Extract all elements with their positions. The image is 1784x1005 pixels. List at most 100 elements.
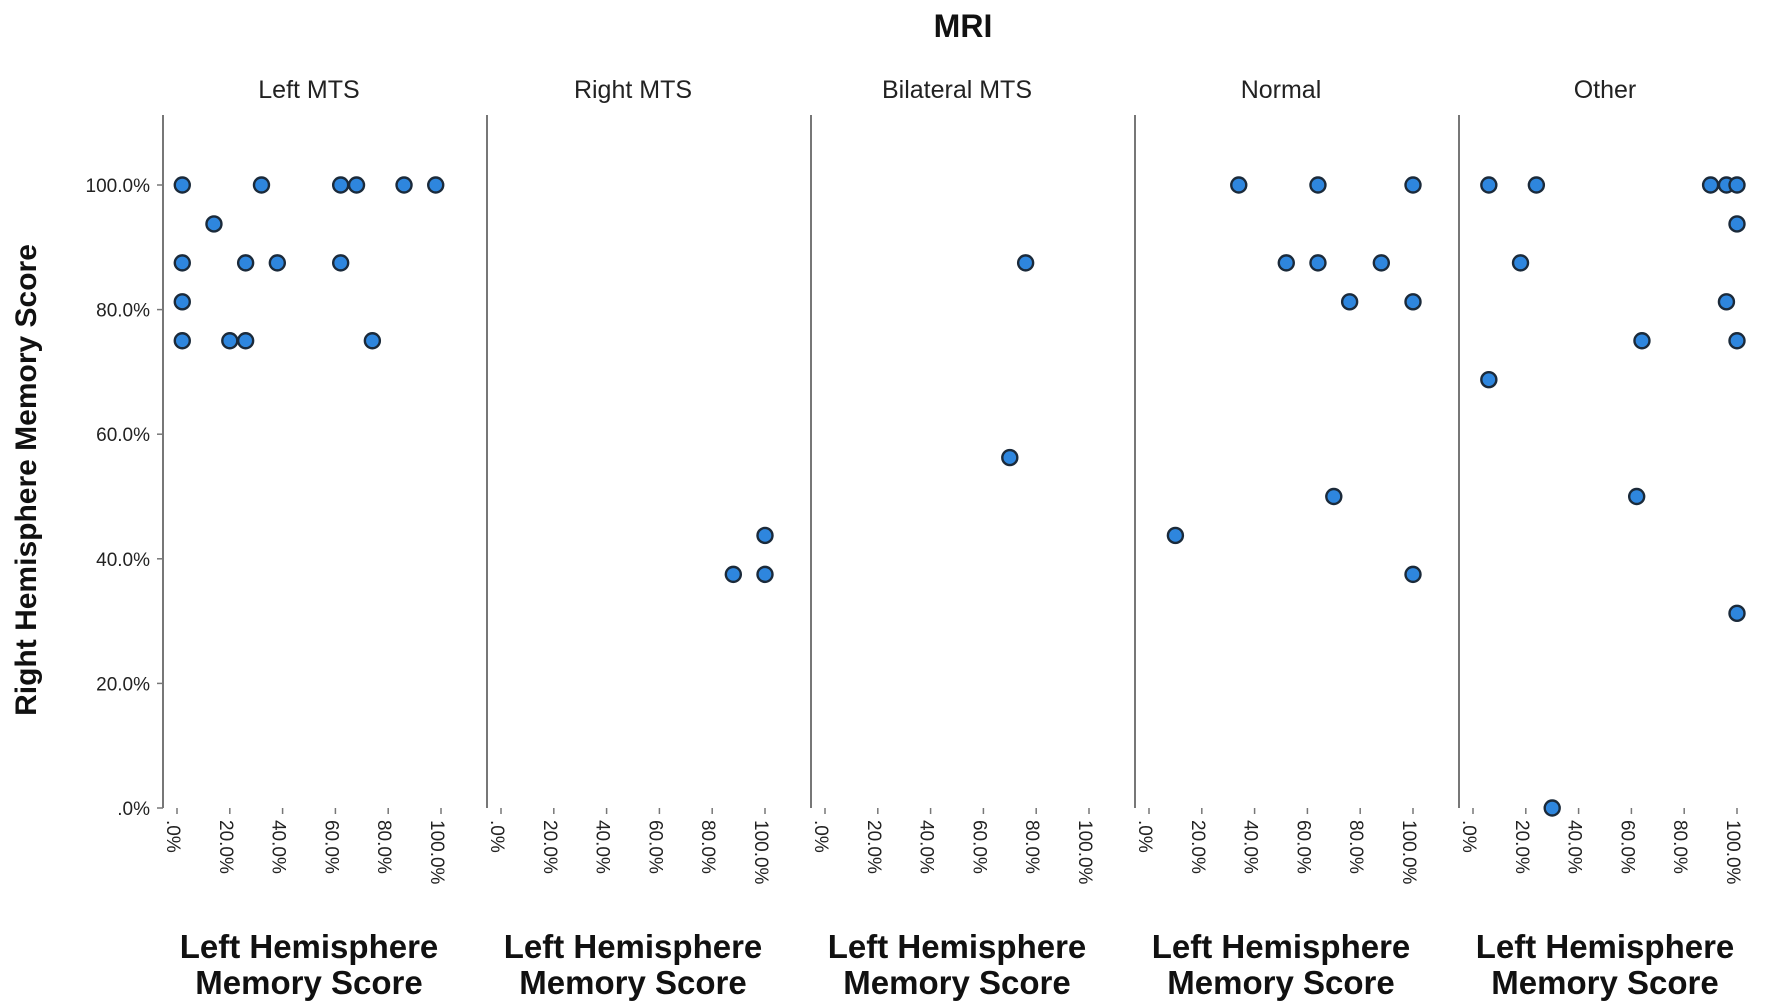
data-point	[236, 254, 255, 272]
x-tick-label: 100.0%	[750, 820, 771, 885]
y-tick-label: 100.0%	[86, 176, 151, 197]
data-point	[1527, 176, 1546, 194]
data-point	[1728, 604, 1746, 623]
x-tick-label: 40.0%	[268, 820, 289, 874]
x-tick-label: 40.0%	[592, 820, 613, 874]
data-point	[1309, 176, 1327, 194]
data-point	[1627, 487, 1646, 506]
data-point	[1480, 176, 1498, 194]
panels-group: .0% 20.0% 40.0% 60.0% 80.0% 100.0% Left MTS .0%…	[86, 76, 1746, 1001]
data-point	[1728, 176, 1746, 194]
data-point	[756, 526, 774, 545]
data-point	[1728, 215, 1746, 233]
data-point	[173, 293, 191, 311]
x-tick-label: .0%	[486, 820, 507, 853]
data-point	[252, 176, 271, 194]
x-axis-label: Left Hemisphere	[180, 928, 439, 965]
x-axis-label: Left Hemisphere	[828, 928, 1087, 965]
x-tick-label: 80.0%	[1021, 820, 1042, 874]
data-point	[205, 215, 223, 233]
x-tick-label: 80.0%	[1345, 820, 1366, 874]
y-tick-label: 60.0%	[96, 425, 150, 446]
panel-title-3: Bilateral MTS	[882, 76, 1032, 104]
x-axis-label: Memory Score	[843, 964, 1070, 1001]
x-tick-label: 20.0%	[539, 820, 560, 874]
x-tick-label: 80.0%	[1669, 820, 1690, 874]
data-point	[1230, 176, 1248, 194]
data-point	[724, 565, 743, 584]
x-tick-label: 100.0%	[1398, 820, 1419, 885]
data-point	[1277, 254, 1295, 272]
panel-title-5: Other	[1574, 76, 1637, 104]
x-axis-label: Memory Score	[1167, 964, 1394, 1001]
data-point	[756, 565, 774, 584]
data-point	[173, 254, 191, 272]
x-tick-label: 100.0%	[426, 820, 447, 885]
data-point	[221, 332, 239, 350]
data-point	[395, 176, 413, 194]
y-tick-label: 40.0%	[96, 550, 150, 571]
data-point	[1404, 565, 1422, 584]
x-tick-label: 100.0%	[1074, 820, 1095, 885]
x-axis-label: Left Hemisphere	[1152, 928, 1411, 965]
data-point	[1543, 799, 1561, 817]
data-point	[331, 254, 350, 272]
data-point	[1340, 293, 1359, 311]
x-tick-label: 20.0%	[863, 820, 884, 874]
x-tick-label: 80.0%	[697, 820, 718, 874]
panel-title-2: Right MTS	[574, 76, 692, 104]
x-axis-label: Left Hemisphere	[1476, 928, 1735, 965]
y-tick-label: 20.0%	[96, 674, 150, 695]
data-point	[347, 176, 366, 194]
x-tick-label: 60.0%	[320, 820, 341, 874]
data-point	[1309, 254, 1327, 272]
x-tick-label: 20.0%	[1187, 820, 1208, 874]
x-axis-label: Memory Score	[195, 964, 422, 1001]
data-point	[1372, 254, 1391, 272]
x-tick-label: .0%	[162, 820, 183, 853]
x-tick-label: 60.0%	[968, 820, 989, 874]
y-axis-label: Right Hemisphere Memory Score	[10, 244, 43, 716]
data-point	[1404, 293, 1422, 311]
data-point	[236, 332, 255, 350]
x-axis-label: Memory Score	[519, 964, 746, 1001]
x-tick-label: .0%	[1134, 820, 1155, 853]
data-point	[1633, 332, 1651, 350]
data-point	[268, 254, 287, 272]
x-tick-label: 20.0%	[215, 820, 236, 874]
data-point	[1001, 448, 1019, 467]
panel-title-4: Normal	[1241, 76, 1322, 104]
data-point	[1404, 176, 1422, 194]
data-point	[331, 176, 350, 194]
x-tick-label: 80.0%	[373, 820, 394, 874]
x-tick-label: 60.0%	[1292, 820, 1313, 874]
y-tick-label: 80.0%	[96, 301, 150, 322]
x-tick-label: .0%	[810, 820, 831, 853]
x-tick-label: 40.0%	[1240, 820, 1261, 874]
data-point	[1728, 332, 1746, 350]
data-point	[363, 332, 382, 350]
data-point	[173, 176, 191, 194]
data-point	[1480, 370, 1498, 389]
x-tick-label: 40.0%	[1564, 820, 1585, 874]
y-tick-label: .0%	[117, 799, 150, 820]
data-point	[1166, 526, 1185, 545]
x-tick-label: 20.0%	[1511, 820, 1532, 874]
chart-title: MRI	[934, 8, 993, 44]
x-tick-label: 60.0%	[644, 820, 665, 874]
data-point	[427, 176, 445, 194]
x-tick-label: 60.0%	[1616, 820, 1637, 874]
data-point	[1701, 176, 1720, 194]
x-axis-label: Memory Score	[1491, 964, 1718, 1001]
panel-title-1: Left MTS	[258, 76, 359, 104]
data-point	[1016, 254, 1035, 272]
x-axis-label: Left Hemisphere	[504, 928, 763, 965]
data-point	[1325, 487, 1343, 506]
x-tick-label: .0%	[1458, 820, 1479, 853]
x-tick-label: 100.0%	[1722, 820, 1743, 885]
data-point	[1511, 254, 1530, 272]
data-point	[173, 332, 191, 350]
data-point	[1717, 293, 1736, 311]
x-tick-label: 40.0%	[916, 820, 937, 874]
